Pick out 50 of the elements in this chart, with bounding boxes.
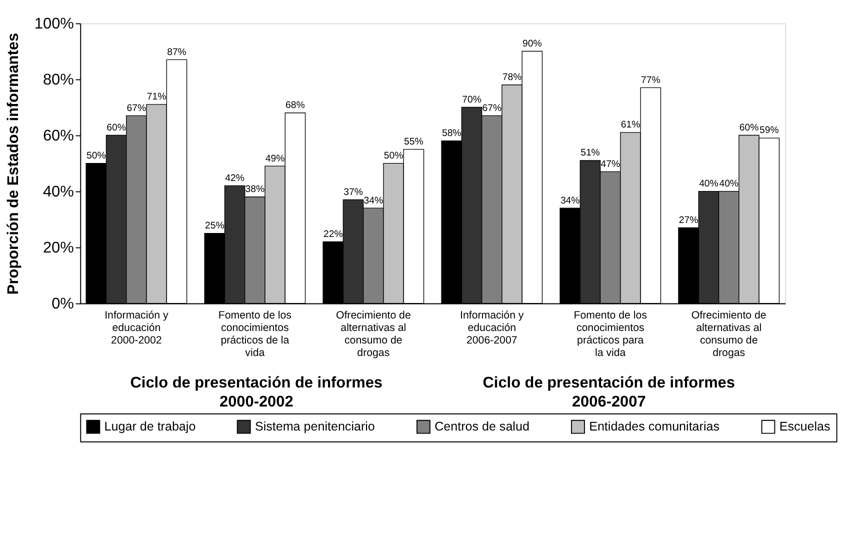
data-label: 40% [719,178,739,190]
data-label: 47% [600,158,620,170]
data-label: 71% [146,92,167,103]
x-tick-label: Información y educación 2000-2002 [104,309,169,346]
data-label: 60% [106,122,126,134]
legend-label: Centros de salud [434,420,530,434]
data-label: 40% [699,178,719,190]
data-label: 49% [265,153,286,164]
data-label: 67% [126,102,147,114]
data-label: 78% [502,72,522,84]
y-axis-title: Proporción de Estados informantes [4,32,22,295]
x-tick-label: Fomento de los conocimientos prácticos para la vida [574,309,647,359]
legend-label: Sistema penitenciario [254,420,375,434]
data-label: 34% [364,195,384,206]
data-label: 77% [641,74,661,86]
text: Ciclo de presentación de informes 2006-2007 [482,374,735,411]
legend-label: Escuelas [779,420,830,434]
data-label: 90% [522,38,542,50]
data-label: 37% [344,186,364,198]
y-tick-label: 60% [42,128,74,145]
data-label: 59% [759,125,780,136]
data-label: 27% [678,214,699,226]
data-label: 25% [204,220,225,232]
y-tick-label: 40% [42,184,74,201]
data-label: 50% [384,150,404,162]
data-label: 87% [167,46,187,58]
x-tick-label: Ofrecimiento de alternativas al consumo de drogas [336,309,411,359]
data-label: 58% [442,128,462,140]
data-label: 22% [323,228,344,240]
y-tick-label: 20% [42,240,74,257]
data-label: 55% [404,136,424,148]
legend-label: Lugar de trabajo [104,420,196,434]
data-label: 38% [245,184,265,196]
y-tick-label: 80% [42,72,74,89]
data-label: 51% [580,148,600,159]
legend-label: Entidades comunitarias [589,420,720,434]
text: Ciclo de presentación de informes 2000-2002 [130,374,383,411]
data-label: 70% [462,94,482,106]
data-label: 34% [560,195,580,206]
y-tick-label: 0% [52,296,74,313]
data-label: 68% [286,100,306,112]
data-label: 50% [86,150,106,162]
data-label: 61% [620,120,641,131]
data-label: 60% [739,122,760,134]
data-label: 67% [482,102,502,114]
x-tick-label: Fomento de los conocimientos prácticos de la vida [218,309,292,359]
x-tick-label: Información y educación 2006-2007 [460,309,524,346]
data-label: 42% [225,172,245,184]
x-tick-label: Ofrecimiento de alternativas al consumo de drogas [691,309,766,359]
y-tick-label: 100% [34,16,74,33]
